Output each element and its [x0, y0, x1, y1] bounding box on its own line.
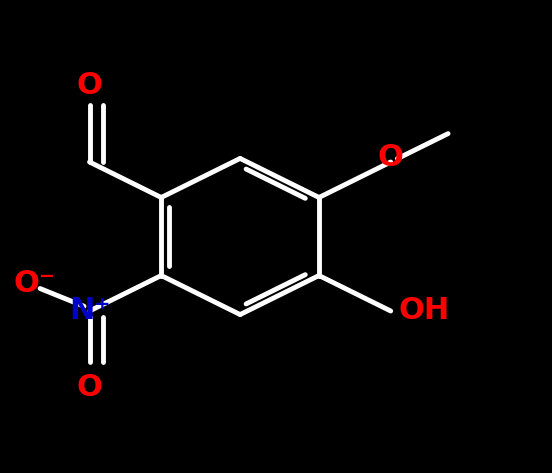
Text: O: O — [77, 70, 103, 100]
Text: O⁻: O⁻ — [14, 269, 56, 298]
Text: N⁺: N⁺ — [69, 297, 110, 325]
Text: O: O — [77, 374, 103, 403]
Text: OH: OH — [399, 297, 450, 325]
Text: O: O — [378, 143, 404, 172]
